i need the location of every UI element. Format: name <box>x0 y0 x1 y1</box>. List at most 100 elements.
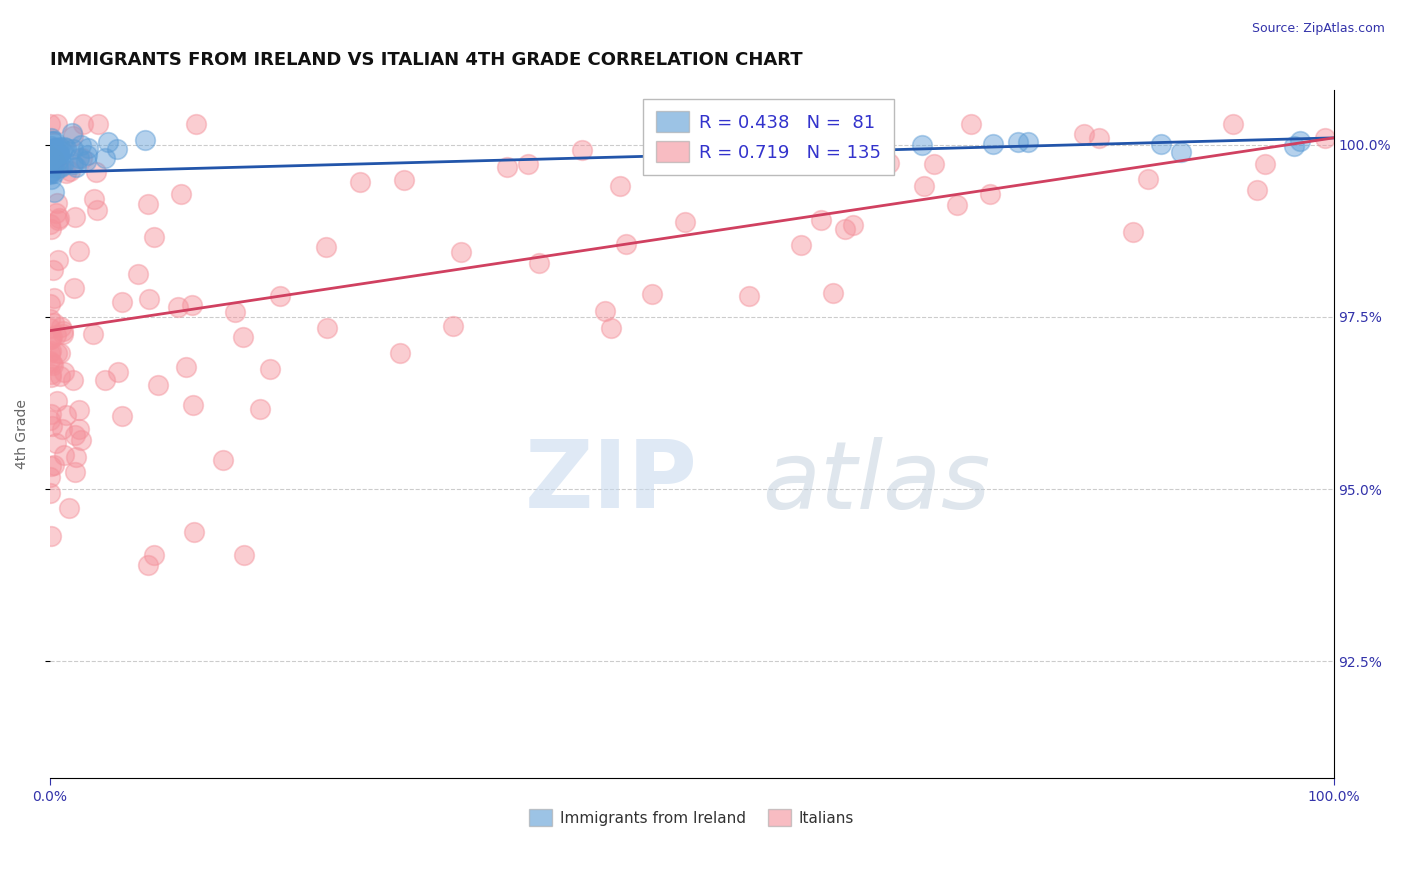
Point <box>49 368 72 383</box>
Point <box>44 141 66 155</box>
Point <box>65 160 87 174</box>
Point <box>39 154 62 169</box>
Point <box>46 154 69 169</box>
Point <box>52 366 75 380</box>
Point <box>773 117 796 131</box>
Point <box>38 354 60 368</box>
Point <box>45 157 67 171</box>
Point <box>46 212 69 227</box>
Point <box>46 161 69 175</box>
Point <box>738 288 761 302</box>
Point <box>706 137 728 152</box>
Point <box>349 175 371 189</box>
Point <box>517 157 540 171</box>
Point <box>52 324 75 338</box>
Point <box>62 129 84 144</box>
Text: Source: ZipAtlas.com: Source: ZipAtlas.com <box>1251 22 1385 36</box>
Point <box>527 256 550 270</box>
Point <box>593 303 616 318</box>
Point <box>67 244 90 258</box>
Point <box>756 139 779 153</box>
Point <box>600 321 623 335</box>
Point <box>845 117 868 131</box>
Point <box>42 458 65 472</box>
Point <box>48 147 70 161</box>
Point <box>65 450 87 464</box>
Point <box>38 157 60 171</box>
Point <box>450 245 472 260</box>
Point <box>39 151 62 165</box>
Point <box>49 320 72 334</box>
Point <box>49 161 72 175</box>
Point <box>105 142 128 156</box>
Point <box>877 156 900 170</box>
Point <box>45 435 67 450</box>
Point <box>39 131 62 145</box>
Point <box>740 137 762 152</box>
Point <box>45 117 67 131</box>
Point <box>136 196 159 211</box>
Point <box>39 171 62 186</box>
Point <box>41 418 63 433</box>
Point <box>59 164 82 178</box>
Point <box>76 148 98 162</box>
Point <box>127 267 149 281</box>
Point <box>51 144 73 158</box>
Point <box>176 360 198 375</box>
Point <box>45 196 67 211</box>
Point <box>39 139 62 153</box>
Legend: Immigrants from Ireland, Italians: Immigrants from Ireland, Italians <box>523 803 860 832</box>
Point <box>52 158 75 172</box>
Point <box>673 215 696 229</box>
Point <box>83 192 105 206</box>
Point <box>39 344 62 359</box>
Point <box>46 148 69 162</box>
Point <box>167 301 190 315</box>
Point <box>1170 145 1192 160</box>
Point <box>39 217 62 231</box>
Point <box>39 149 62 163</box>
Point <box>614 237 637 252</box>
Point <box>641 287 664 301</box>
Point <box>86 202 108 217</box>
Point <box>48 211 70 226</box>
Point <box>42 160 65 174</box>
Point <box>1289 135 1312 149</box>
Point <box>1137 172 1160 186</box>
Point <box>38 153 60 168</box>
Text: atlas: atlas <box>762 437 990 528</box>
Point <box>685 137 707 152</box>
Point <box>42 153 65 167</box>
Point <box>45 150 67 164</box>
Point <box>52 140 75 154</box>
Point <box>55 408 77 422</box>
Point <box>84 165 107 179</box>
Point <box>1150 137 1173 152</box>
Point <box>1122 226 1144 240</box>
Point <box>39 167 62 181</box>
Point <box>42 134 65 148</box>
Point <box>714 132 737 146</box>
Point <box>710 141 733 155</box>
Point <box>42 141 65 155</box>
Point <box>609 179 631 194</box>
Point <box>180 298 202 312</box>
Point <box>38 320 60 334</box>
Point <box>55 166 77 180</box>
Point <box>392 173 415 187</box>
Point <box>1222 117 1244 131</box>
Point <box>49 346 72 360</box>
Point <box>38 166 60 180</box>
Point <box>39 151 62 165</box>
Point <box>63 427 86 442</box>
Point <box>111 295 134 310</box>
Point <box>60 126 83 140</box>
Point <box>41 158 63 172</box>
Point <box>818 143 841 157</box>
Point <box>39 221 62 235</box>
Point <box>39 332 62 346</box>
Point <box>143 548 166 562</box>
Point <box>41 330 63 344</box>
Point <box>249 402 271 417</box>
Point <box>70 152 93 166</box>
